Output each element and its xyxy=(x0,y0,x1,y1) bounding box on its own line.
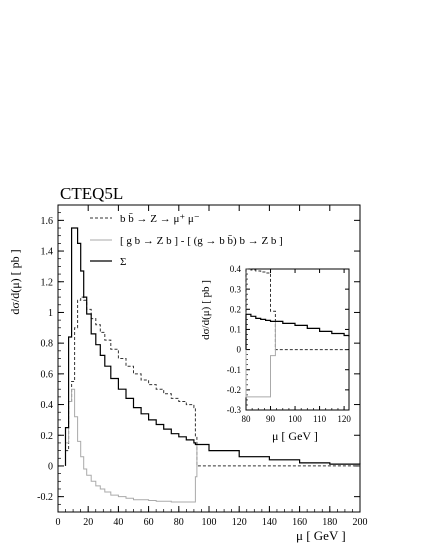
inset-series-group xyxy=(245,268,350,398)
main-axis-ticks: 0 20 40 60 80 100 120 140 160 180 200-0.200.20.40.… xyxy=(37,204,368,528)
inset-x-axis-label: μ [ GeV ] xyxy=(272,429,318,443)
main-y-tick-label-9: 1.6 xyxy=(41,216,54,227)
main-x-tick-label-3: 60 xyxy=(144,517,154,528)
main-y-tick-label-3: 0.4 xyxy=(41,400,54,411)
main-x-tick-label-7: 140 xyxy=(262,517,277,528)
inset-axis-ticks: 80 90 100 110 120 -0.3 -0.2 -0.1 0 0.1 0.2 0.3 0.4 xyxy=(227,264,352,424)
inset-y-tick-label-2: -0.1 xyxy=(227,365,241,375)
main-y-tick-label-2: 0.2 xyxy=(41,431,54,442)
inset-y-tick-label-1: -0.2 xyxy=(227,385,241,395)
inset-y-tick-label-3: 0 xyxy=(237,345,242,355)
main-x-tick-label-10: 200 xyxy=(353,517,368,528)
legend-label-bb-z: b b̄ → Z → μ⁺ μ⁻ xyxy=(120,213,200,225)
main-y-tick-label-4: 0.6 xyxy=(41,369,54,380)
main-y-tick-label-7: 1.2 xyxy=(41,277,54,288)
main-y-tick-label-0: -0.2 xyxy=(37,492,53,503)
main-x-tick-label-2: 40 xyxy=(113,517,123,528)
inset-y-tick-label-4: 0.1 xyxy=(230,325,241,335)
main-y-tick-label-6: 1 xyxy=(48,308,53,319)
inset-y-tick-label-6: 0.3 xyxy=(230,284,242,294)
inset-plot: 80 90 100 110 120 -0.3 -0.2 -0.1 0 0.1 0.2 0.3 0.4 xyxy=(227,264,352,424)
main-x-tick-label-6: 120 xyxy=(232,517,247,528)
main-x-tick-label-5: 100 xyxy=(202,517,217,528)
main-x-axis-label: μ [ GeV ] xyxy=(296,528,346,543)
main-y-tick-label-1: 0 xyxy=(48,461,53,472)
main-series-group xyxy=(64,227,361,503)
main-y-tick-label-5: 0.8 xyxy=(41,339,54,350)
inset-x-tick-label-2: 100 xyxy=(288,414,302,424)
main-y-axis-label: dσ/d(μ) [ pb ] xyxy=(8,249,22,314)
legend-label-gb-zb: [ g b → Z b ] - [ (g → b b̄) b → Z b ] xyxy=(120,235,283,247)
legend: b b̄ → Z → μ⁺ μ⁻ [ g b → Z b ] - [ (g → … xyxy=(90,213,283,268)
inset-plot-frame xyxy=(245,268,350,411)
main-x-tick-label-4: 80 xyxy=(174,517,184,528)
main-x-tick-label-1: 20 xyxy=(83,517,93,528)
main-x-tick-label-8: 160 xyxy=(292,517,307,528)
main-series-2 xyxy=(64,227,361,466)
inset-x-tick-label-1: 90 xyxy=(266,414,276,424)
main-x-tick-label-0: 0 xyxy=(56,517,61,528)
inset-y-axis-label: dσ/d(μ) [ pb ] xyxy=(200,280,212,340)
chart-title: CTEQ5L xyxy=(60,184,123,203)
inset-y-tick-label-0: -0.3 xyxy=(227,405,242,415)
inset-series-2 xyxy=(245,313,350,350)
inset-x-tick-label-3: 110 xyxy=(313,414,327,424)
inset-y-tick-label-5: 0.2 xyxy=(230,304,241,314)
main-x-tick-label-9: 180 xyxy=(322,517,337,528)
inset-x-tick-label-0: 80 xyxy=(242,414,252,424)
inset-series-0 xyxy=(245,268,349,351)
main-plot: 0 20 40 60 80 100 120 140 160 180 200-0.200.20.40.… xyxy=(37,204,368,528)
main-y-tick-label-8: 1.4 xyxy=(41,247,54,258)
legend-label-sum: Σ xyxy=(120,256,126,268)
inset-y-tick-label-7: 0.4 xyxy=(230,264,242,274)
inset-x-tick-label-4: 120 xyxy=(337,414,351,424)
